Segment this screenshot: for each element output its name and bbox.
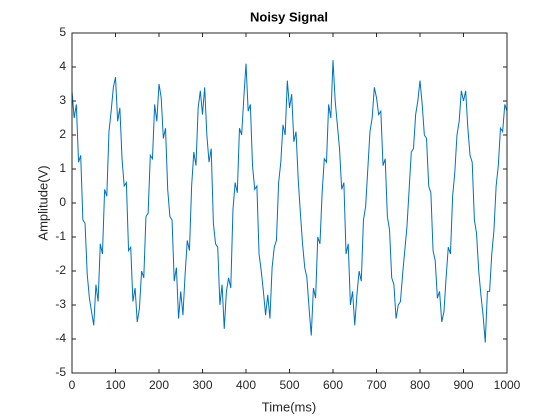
x-tick-label: 0 — [69, 378, 76, 392]
x-tick-label: 500 — [279, 378, 299, 392]
y-tick-label: 1 — [59, 161, 66, 175]
y-tick-label: -1 — [55, 229, 66, 243]
y-tick-label: 3 — [59, 93, 66, 107]
x-tick-label: 100 — [105, 378, 125, 392]
y-tick-label: -4 — [55, 331, 66, 345]
x-tick-label: 400 — [236, 378, 256, 392]
y-tick-label: -3 — [55, 297, 66, 311]
y-tick-label: -5 — [55, 365, 66, 379]
y-tick-label: 4 — [59, 59, 66, 73]
x-tick-label: 700 — [366, 378, 386, 392]
x-tick-label: 600 — [323, 378, 343, 392]
x-tick-label: 900 — [453, 378, 473, 392]
chart-title: Noisy Signal — [250, 9, 328, 24]
x-tick-label: 800 — [410, 378, 430, 392]
y-tick-label: -2 — [55, 263, 66, 277]
x-tick-label: 300 — [192, 378, 212, 392]
x-tick-label: 1000 — [494, 378, 521, 392]
x-tick-label: 200 — [149, 378, 169, 392]
x-axis-label: Time(ms) — [262, 399, 316, 414]
y-tick-label: 5 — [59, 25, 66, 39]
y-axis-label: Amplitude(V) — [35, 165, 50, 240]
signal-line — [71, 60, 508, 343]
y-tick-label: 2 — [59, 127, 66, 141]
y-tick-label: 0 — [59, 195, 66, 209]
